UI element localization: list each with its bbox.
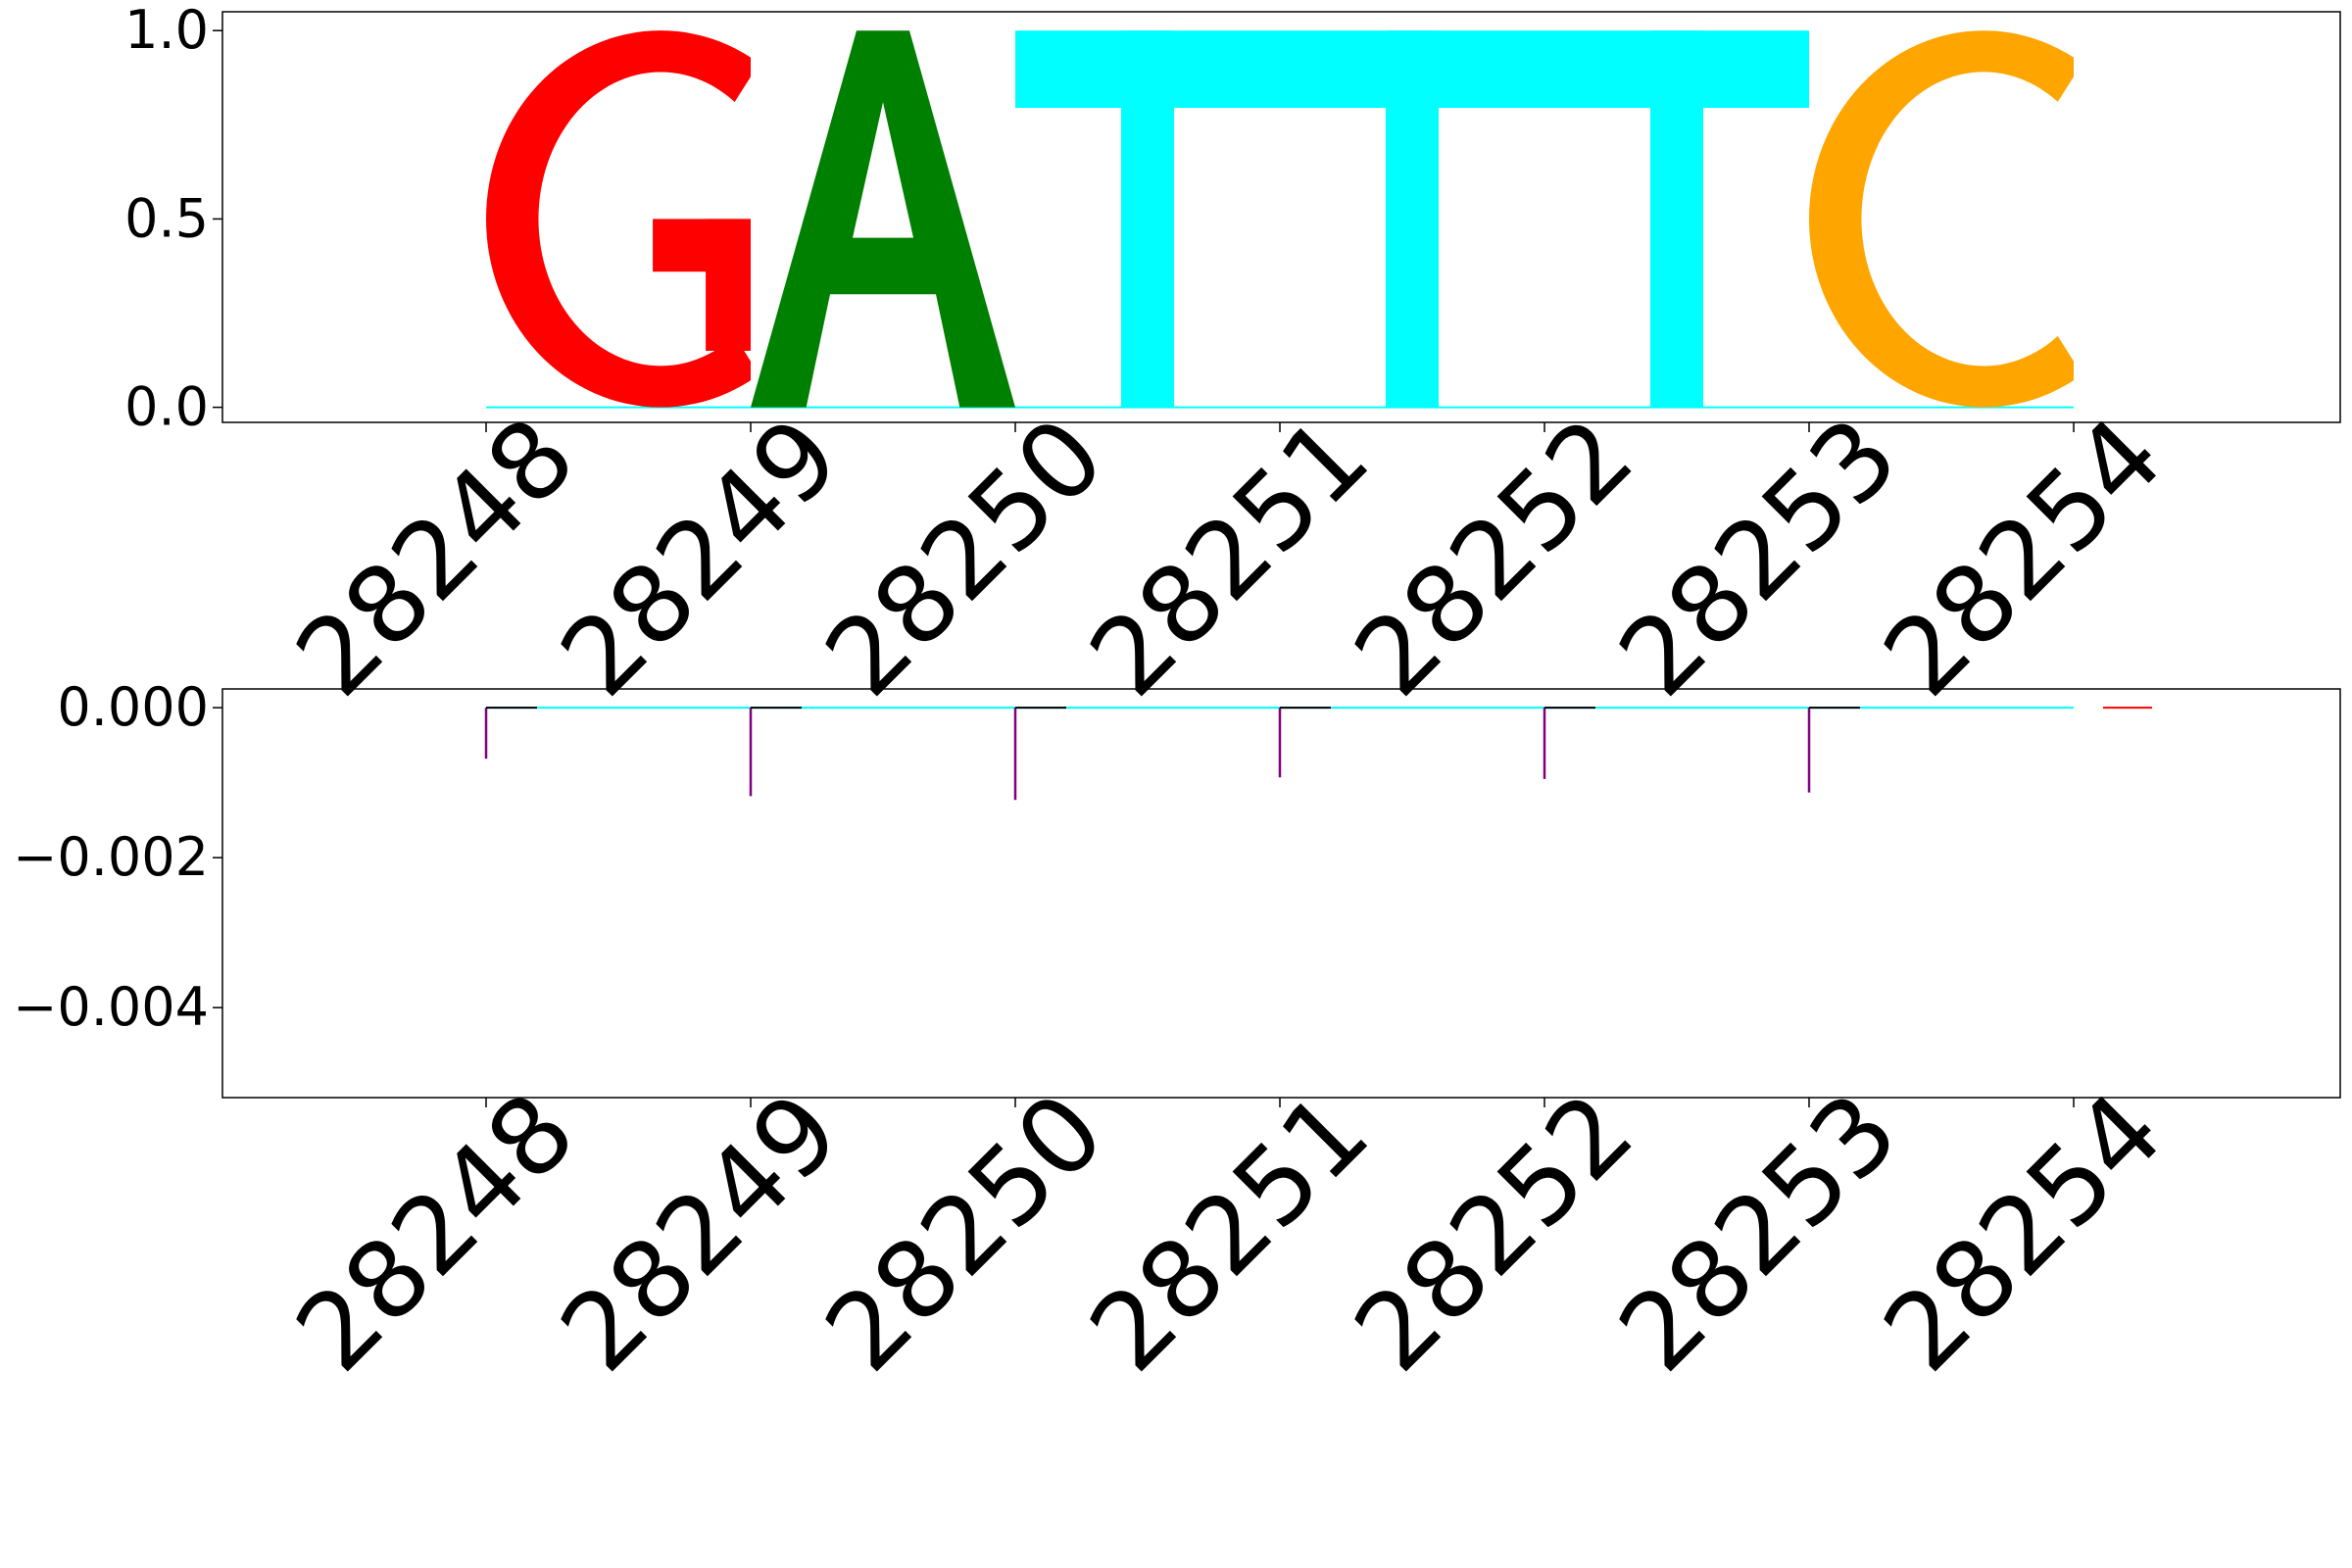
logo-letter-t-stem <box>1121 30 1174 408</box>
logo-letter-t-stem <box>1650 30 1703 408</box>
logo-letter-t-stem <box>1386 30 1439 408</box>
logo-letter-a <box>751 30 1015 408</box>
logo-xtick-label: 28249 <box>538 395 862 719</box>
logo-letter-c <box>1809 30 2074 408</box>
logo-letter-t <box>1280 30 1544 408</box>
logo-xtick-label: 28254 <box>1861 395 2185 719</box>
logo-xtick-label: 28250 <box>803 395 1127 719</box>
bar-xtick-label: 28254 <box>1861 1070 2185 1395</box>
logo-xtick-label: 28251 <box>1067 395 1392 719</box>
contribution-bar-panel: 0.000−0.002−0.00428248282492825028251282… <box>13 676 2341 1395</box>
logo-letter-t <box>1015 30 1280 408</box>
sequence-logo-panel: 0.0 0.5 1.0 2824828249282502825128252282532… <box>124 0 2341 719</box>
logo-letter-ring <box>1809 30 2074 408</box>
bar-axes-frame <box>221 688 2341 1099</box>
logo-ytick-label: 0.5 <box>124 187 209 249</box>
bar-xtick-label: 28252 <box>1332 1070 1656 1395</box>
logo-letter-g <box>486 30 751 408</box>
bar-ytick-label: −0.002 <box>13 826 209 888</box>
bar-xtick-label: 28251 <box>1067 1070 1392 1395</box>
logo-letter-shape <box>1809 30 2074 408</box>
logo-letter-ring <box>486 30 751 408</box>
logo-letter-t <box>1544 30 1809 408</box>
logo-letter-a-counter <box>853 102 913 238</box>
logo-axes-frame <box>221 11 2341 423</box>
logo-letter-g-spur <box>706 219 751 351</box>
bar-ytick-label: 0.000 <box>57 676 209 738</box>
logo-letter-opening <box>1984 76 2074 362</box>
bar-ytick-label: −0.004 <box>13 976 209 1038</box>
logo-xtick-label: 28252 <box>1332 395 1656 719</box>
bar-xtick-label: 28249 <box>538 1070 862 1395</box>
bar-xtick-label: 28248 <box>273 1070 598 1395</box>
logo-ytick-label: 1.0 <box>124 0 209 61</box>
logo-ytick-label: 0.0 <box>124 376 209 438</box>
logo-xtick-label: 28248 <box>273 395 598 719</box>
bar-xtick-label: 28253 <box>1596 1070 1921 1395</box>
logo-xtick-label: 28253 <box>1596 395 1921 719</box>
bar-xtick-label: 28250 <box>803 1070 1127 1395</box>
